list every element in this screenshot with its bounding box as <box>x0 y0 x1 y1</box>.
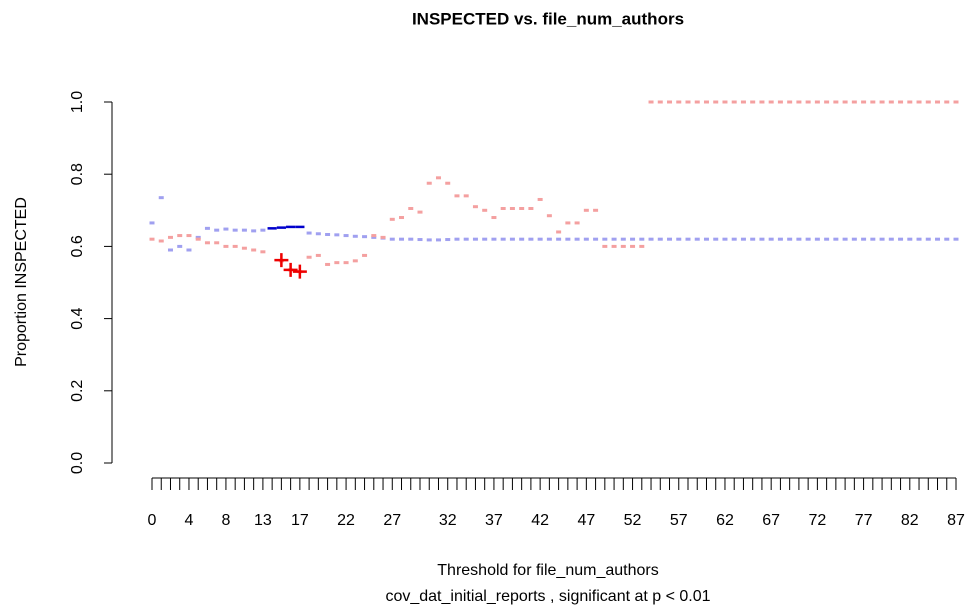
x-tick-label: 27 <box>383 512 401 529</box>
x-tick-label: 4 <box>185 512 194 529</box>
x-tick-label: 72 <box>808 512 826 529</box>
x-axis-label: Threshold for file_num_authors <box>437 562 658 579</box>
plus-marker <box>274 253 289 268</box>
x-tick-label: 47 <box>577 512 595 529</box>
subtitle: cov_dat_initial_reports , significant at… <box>385 588 710 605</box>
x-tick-label: 77 <box>855 512 873 529</box>
y-axis-label: Proportion INSPECTED <box>13 197 30 367</box>
x-tick-label: 42 <box>531 512 549 529</box>
y-tick-label: 1.0 <box>69 91 86 113</box>
x-tick-label: 17 <box>291 512 309 529</box>
x-tick-label: 37 <box>485 512 503 529</box>
y-tick-label: 0.8 <box>69 163 86 185</box>
x-tick-label: 57 <box>670 512 688 529</box>
x-tick-label: 8 <box>221 512 230 529</box>
y-tick-label: 0.2 <box>69 380 86 402</box>
y-tick-label: 0.4 <box>69 307 86 329</box>
y-tick-label: 0.0 <box>69 452 86 474</box>
x-tick-label: 62 <box>716 512 734 529</box>
y-tick-label: 0.6 <box>69 235 86 257</box>
chart-title: INSPECTED vs. file_num_authors <box>412 9 684 28</box>
x-tick-label: 0 <box>148 512 157 529</box>
x-tick-label: 32 <box>439 512 457 529</box>
x-tick-label: 82 <box>901 512 919 529</box>
x-tick-label: 13 <box>254 512 272 529</box>
x-tick-label: 52 <box>624 512 642 529</box>
x-tick-label: 87 <box>947 512 965 529</box>
plus-marker <box>292 264 307 279</box>
plus-marker <box>283 262 298 277</box>
x-tick-label: 67 <box>762 512 780 529</box>
x-tick-label: 22 <box>337 512 355 529</box>
